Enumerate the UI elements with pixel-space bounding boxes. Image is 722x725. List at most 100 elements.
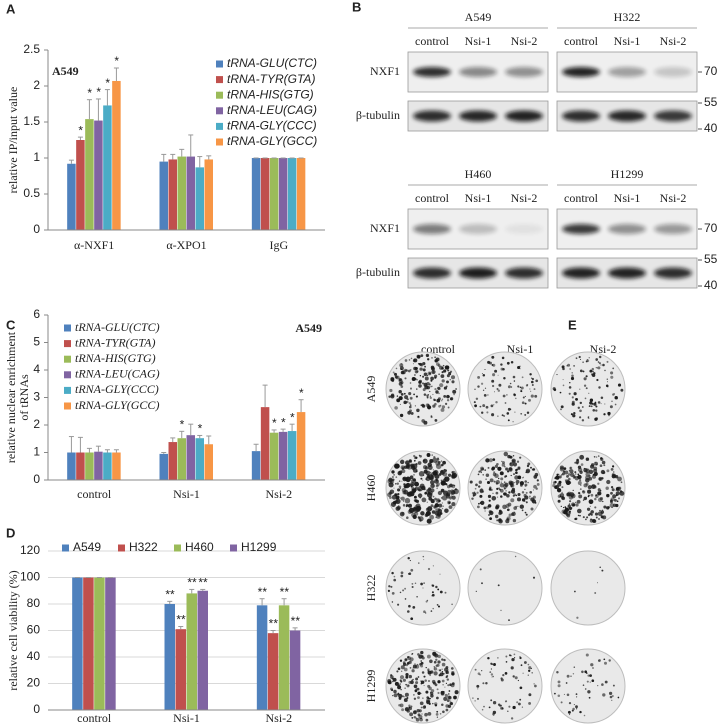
colony [488, 488, 492, 491]
colony [431, 385, 433, 388]
colony [597, 491, 602, 496]
colony [414, 689, 418, 693]
colony [403, 400, 407, 405]
colony [425, 600, 428, 603]
colony [412, 710, 417, 715]
colony [478, 480, 482, 484]
y-tick-label: 20 [27, 676, 41, 690]
colony [433, 399, 436, 402]
colony [416, 388, 418, 390]
colony [444, 402, 448, 406]
colony [528, 495, 531, 498]
colony [422, 555, 425, 558]
colony [442, 672, 445, 675]
colony [607, 381, 608, 383]
blot-cell-line: A549 [465, 10, 492, 24]
bar [168, 159, 177, 230]
colony [503, 415, 505, 417]
x-tick-label: IgG [269, 238, 288, 252]
colony [585, 387, 588, 390]
colony [611, 474, 616, 479]
x-tick-label: Nsi-1 [173, 711, 200, 725]
legend-label: tRNA-GLU(CTC) [227, 56, 317, 70]
blot-row-label: NXF1 [370, 64, 400, 78]
colony [504, 672, 508, 675]
colony [565, 480, 571, 486]
colony [512, 375, 516, 379]
colony [409, 661, 411, 663]
colony [531, 468, 534, 471]
colony [601, 683, 604, 686]
blot-band [608, 67, 646, 77]
colony [454, 690, 459, 695]
colony [390, 585, 393, 588]
colony [479, 673, 481, 676]
colony [569, 713, 571, 716]
colony [405, 683, 407, 686]
legend-label: H460 [185, 540, 214, 554]
colony [573, 704, 575, 706]
colony [413, 474, 415, 476]
colony [428, 496, 433, 501]
annotation: A549 [52, 64, 79, 78]
colony [435, 585, 438, 589]
colony [557, 694, 561, 697]
colony [502, 673, 505, 677]
y-tick-label: 120 [20, 543, 40, 557]
colony-plate [385, 351, 461, 427]
colony [439, 365, 444, 370]
colony [510, 498, 515, 503]
colony [573, 392, 577, 396]
colony [416, 663, 419, 666]
colony [588, 499, 594, 505]
colony [421, 497, 427, 503]
colony [577, 473, 580, 476]
colony [579, 401, 583, 405]
bar [175, 629, 186, 710]
colony [446, 492, 451, 497]
annotation: A549 [295, 321, 322, 335]
colony [432, 651, 437, 656]
colony [524, 395, 526, 397]
colony [575, 357, 578, 360]
colony [436, 710, 439, 713]
colony [423, 675, 426, 678]
colony [569, 368, 571, 370]
colony [598, 386, 601, 389]
colony [453, 695, 457, 700]
colony [397, 692, 399, 694]
bar [186, 156, 195, 230]
colony [490, 699, 493, 702]
colony-plate [550, 648, 626, 724]
colony [510, 483, 513, 486]
colony [505, 661, 508, 663]
colony [436, 688, 439, 691]
colony [400, 370, 405, 375]
colony [450, 700, 452, 702]
colony [556, 473, 559, 476]
colony [496, 496, 499, 498]
colony [430, 365, 435, 370]
colony [504, 475, 507, 478]
colony [421, 404, 426, 408]
legend-swatch [216, 76, 223, 84]
colony [611, 465, 615, 468]
colony [579, 514, 581, 517]
colony [605, 384, 609, 388]
colony [472, 494, 475, 497]
legend-label: tRNA-GLY(GCC) [227, 134, 317, 148]
colony [572, 504, 575, 507]
blot-band [608, 224, 646, 234]
colony [589, 398, 594, 402]
colony [567, 473, 571, 476]
colony [413, 459, 416, 462]
colony [612, 471, 615, 473]
colony [579, 409, 582, 413]
colony [561, 472, 565, 476]
panel-letter: D [6, 525, 15, 540]
colony [505, 490, 507, 492]
colony [434, 473, 440, 480]
colony [417, 415, 420, 418]
colony [606, 494, 610, 497]
colony [585, 457, 590, 461]
